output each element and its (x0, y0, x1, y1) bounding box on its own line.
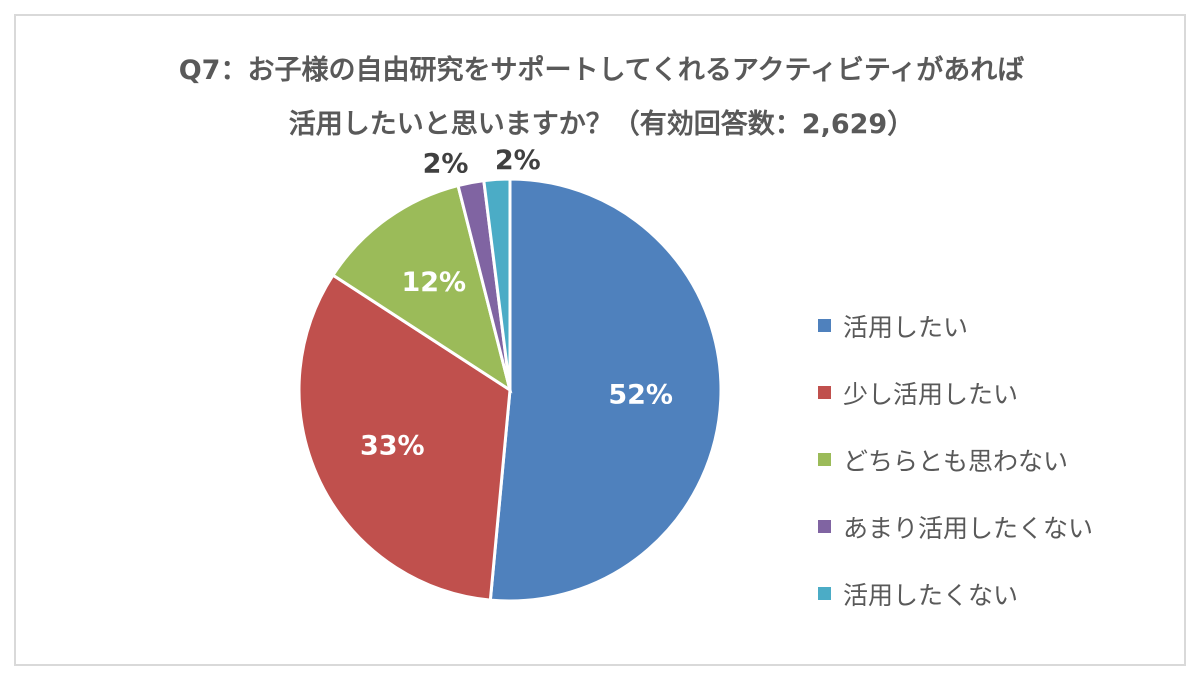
pie-slice-1 (488, 177, 723, 603)
legend-swatch (818, 386, 831, 399)
legend-label: どちらとも思わない (843, 446, 1069, 476)
legend-item-2: 少し活用したい (818, 359, 1093, 426)
legend-item-4: あまり活用したくない (818, 493, 1093, 560)
legend-swatch (818, 520, 831, 533)
legend-swatch (818, 587, 831, 600)
legend-label: 活用したい (843, 312, 969, 342)
legend-label: 少し活用したい (843, 379, 1019, 409)
data-label-2: 33% (360, 431, 425, 462)
legend-label: 活用したくない (843, 580, 1019, 610)
chart-title-line-1: Q7：お子様の自由研究をサポートしてくれるアクティビティがあれば (178, 55, 1025, 86)
chart-title-line-2: 活用したいと思いますか？（有効回答数：2,629） (288, 109, 915, 140)
legend-swatch (818, 319, 831, 332)
chart-legend: 活用したい少し活用したいどちらとも思わない あまり活用したくない 活用したくない (818, 292, 1093, 627)
data-label-1: 52% (608, 380, 673, 411)
legend-item-5: 活用したくない (818, 560, 1093, 627)
legend-swatch (818, 453, 831, 466)
data-label-4: 2% (423, 148, 469, 179)
data-label-5: 2% (495, 145, 541, 176)
data-label-3: 12% (401, 267, 466, 298)
legend-label: あまり活用したくない (843, 513, 1094, 543)
pie-slice-3 (330, 183, 513, 394)
pie-slice-5 (482, 177, 512, 391)
legend-item-3: どちらとも思わない (818, 426, 1093, 493)
legend-item-1: 活用したい (818, 292, 1093, 359)
